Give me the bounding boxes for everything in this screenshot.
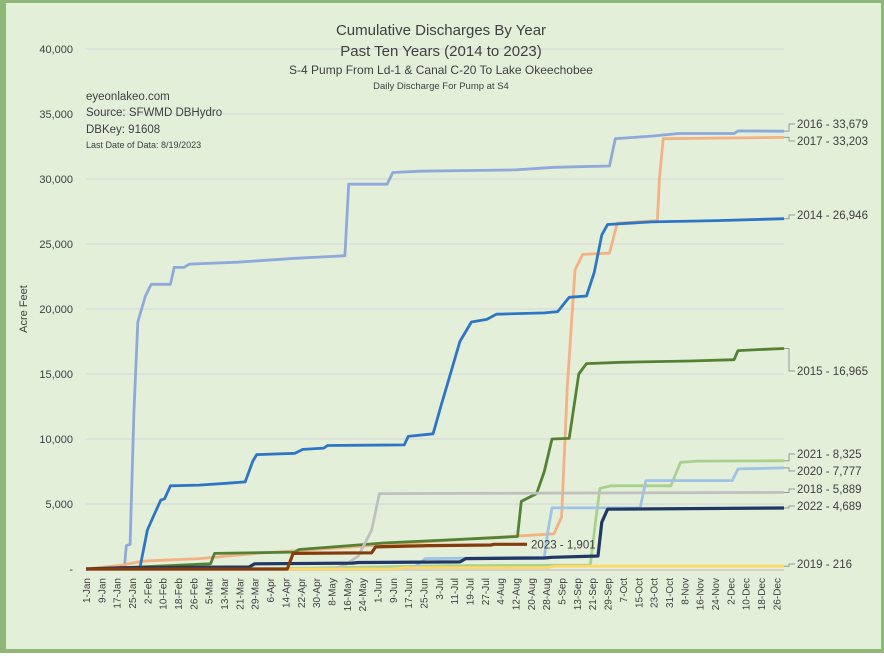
x-tick-label: 30-Apr <box>312 577 323 608</box>
x-tick-label: 25-Jan <box>128 578 139 609</box>
x-tick-label: 24-Nov <box>711 578 722 610</box>
x-tick-label: 25-Jun <box>419 578 430 609</box>
x-tick-label: 8-May <box>327 578 338 606</box>
series-label-2015: 2015 - 16,965 <box>797 366 868 378</box>
x-tick-label: 14-Apr <box>281 577 292 608</box>
x-tick-label: 17-Jun <box>404 578 415 609</box>
gridlines <box>86 48 784 571</box>
series-line-2020 <box>86 466 785 571</box>
annotation-last-date: Last Date of Data: 8/19/2023 <box>86 140 201 150</box>
series-label-2020: 2020 - 7,777 <box>797 466 862 478</box>
x-tick-label: 8-Nov <box>680 578 691 605</box>
x-tick-label: 12-Aug <box>512 578 523 610</box>
x-tick-label: 1-Jan <box>82 578 93 603</box>
series-label-2018: 2018 - 5,889 <box>797 484 862 496</box>
x-tick-label: 9-Jun <box>389 578 400 603</box>
x-tick-label: 21-Sep <box>588 578 599 611</box>
leader-line-2014 <box>784 214 795 220</box>
y-tick-label: 35,000 <box>39 109 73 121</box>
x-tick-label: 7-Oct <box>619 578 630 603</box>
series-label-2021: 2021 - 8,325 <box>797 449 862 461</box>
chart-title: Cumulative Discharges By Year <box>336 22 546 39</box>
leader-line-2017 <box>784 136 795 142</box>
y-tick-label: 30,000 <box>39 174 73 186</box>
leader-line-2019 <box>784 563 795 567</box>
series-end-labels: 2016 - 33,679 2017 - 33,203 2014 - 26,946 2… <box>531 119 868 571</box>
x-tick-label: 29-Sep <box>604 578 615 611</box>
x-tick-label: 3-Jul <box>435 578 446 600</box>
series-label-2019: 2019 - 216 <box>797 559 852 571</box>
x-tick-label: 20-Aug <box>527 578 538 610</box>
leader-line-2020 <box>784 467 795 472</box>
x-tick-label: 4-Aug <box>496 578 507 605</box>
x-tick-label: 24-May <box>358 578 369 611</box>
x-tick-label: 19-Jul <box>466 578 477 605</box>
leader-line-2016 <box>784 123 795 132</box>
y-tick-label: 15,000 <box>39 369 73 381</box>
x-axis-ticks: 1-Jan 9-Jan 17-Jan 25-Jan 2-Feb 10-Feb 18-Feb 2… <box>82 577 783 611</box>
x-tick-label: 26-Feb <box>189 578 200 610</box>
x-tick-label: 22-Apr <box>297 577 308 608</box>
series-line-2015 <box>85 347 785 571</box>
series-line-2023 <box>86 542 527 571</box>
x-tick-label: 2-Dec <box>726 578 737 605</box>
y-axis-label: Acre Feet <box>18 285 30 333</box>
series-label-2022: 2022 - 4,689 <box>797 501 862 513</box>
y-tick-label: 40,000 <box>39 44 73 56</box>
series-line-2014 <box>86 217 785 571</box>
x-tick-label: 13-Mar <box>220 577 231 609</box>
y-tick-label: - <box>69 564 73 576</box>
y-axis-ticks: - 5,000 10,000 15,000 20,000 25,000 30,000 35,0… <box>39 44 73 576</box>
annotation-dbkey: DBKey: 91608 <box>86 124 160 136</box>
series-line-2019 <box>86 564 784 571</box>
x-tick-label: 16-Nov <box>696 578 707 610</box>
x-tick-label: 5-Mar <box>205 577 216 604</box>
y-tick-label: 10,000 <box>39 434 73 446</box>
series-line-2021 <box>86 459 785 571</box>
x-tick-label: 21-Mar <box>235 577 246 609</box>
x-tick-label: 16-May <box>343 578 354 611</box>
x-tick-label: 6-Apr <box>266 577 277 602</box>
series-label-2023: 2023 - 1,901 <box>531 539 596 551</box>
x-tick-label: 28-Aug <box>542 578 553 610</box>
series-lines <box>85 129 785 571</box>
leader-line-2015 <box>784 347 795 372</box>
x-tick-label: 9-Jan <box>97 578 108 603</box>
annotation-website: eyeonlakeo.com <box>86 91 170 103</box>
chart-subtitle-3: Daily Discharge For Pump at S4 <box>373 81 509 92</box>
x-tick-label: 13-Sep <box>573 578 584 611</box>
chart-subtitle-2: S-4 Pump From Ld-1 & Canal C-20 To Lake … <box>289 63 593 77</box>
y-tick-label: 25,000 <box>39 239 73 251</box>
x-tick-label: 27-Jul <box>481 578 492 605</box>
series-line-2016 <box>85 129 785 571</box>
x-tick-label: 2-Feb <box>143 578 154 605</box>
y-tick-label: 20,000 <box>39 304 73 316</box>
y-tick-label: 5,000 <box>45 499 73 511</box>
cumulative-discharge-chart: - 5,000 10,000 15,000 20,000 25,000 30,000 35,0… <box>18 22 868 611</box>
chart-subtitle: Past Ten Years (2014 to 2023) <box>340 43 542 60</box>
leader-line-2021 <box>784 453 795 462</box>
x-tick-label: 31-Oct <box>665 578 676 608</box>
x-tick-label: 10-Dec <box>742 578 753 610</box>
x-tick-label: 23-Oct <box>650 578 661 608</box>
annotation-source: Source: SFWMD DBHydro <box>86 107 222 119</box>
leader-line-2022 <box>784 505 795 509</box>
x-tick-label: 17-Jan <box>113 578 124 609</box>
series-label-2017: 2017 - 33,203 <box>797 136 868 148</box>
x-tick-label: 1-Jun <box>373 578 384 603</box>
series-line-2022 <box>85 506 785 571</box>
x-tick-label: 11-Jul <box>450 578 461 605</box>
x-tick-label: 26-Dec <box>772 578 783 610</box>
series-label-2016: 2016 - 33,679 <box>797 119 868 131</box>
leader-line-2018 <box>784 488 795 493</box>
x-tick-label: 10-Feb <box>159 578 170 610</box>
x-tick-label: 5-Sep <box>558 578 569 605</box>
x-tick-label: 29-Mar <box>251 577 262 609</box>
x-tick-label: 15-Oct <box>634 578 645 608</box>
x-tick-label: 18-Feb <box>174 578 185 610</box>
series-label-2014: 2014 - 26,946 <box>797 210 868 222</box>
x-tick-label: 18-Dec <box>757 578 768 610</box>
